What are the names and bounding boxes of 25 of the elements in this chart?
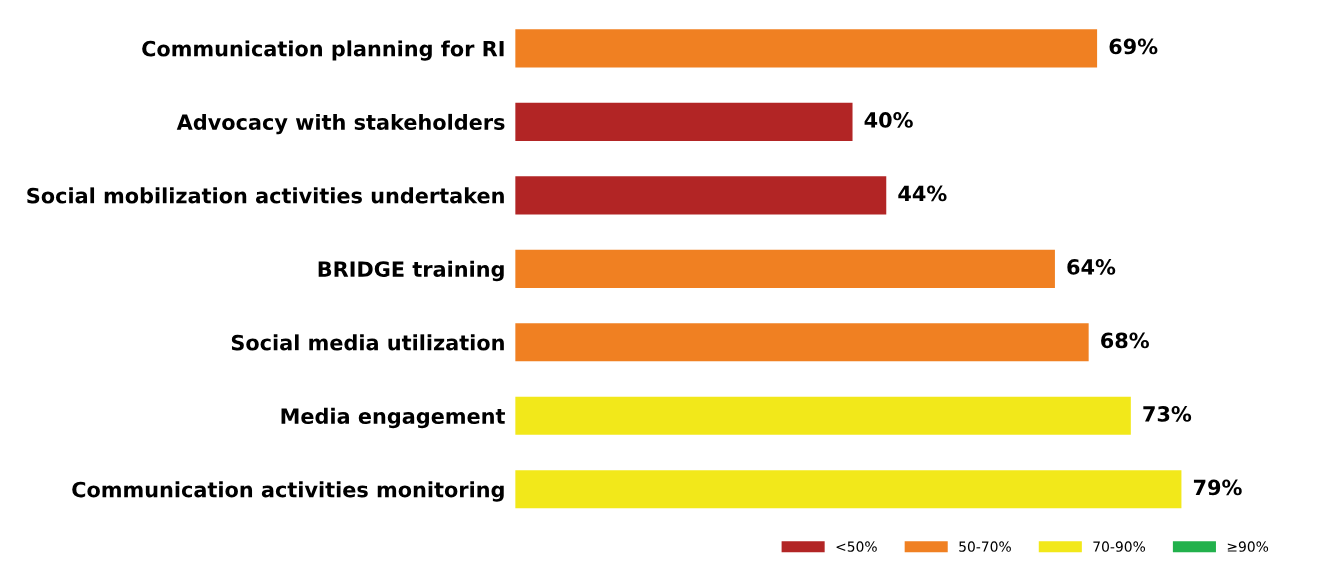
bar	[515, 29, 1098, 68]
legend-label: ≥90%	[1227, 541, 1269, 552]
bar	[515, 176, 887, 215]
data-label: 40%	[864, 112, 913, 128]
bar	[515, 102, 853, 141]
y-tick-label: Social mobilization activities undertaken	[27, 187, 504, 204]
y-tick-label: Communication planning for RI	[142, 40, 504, 61]
y-tick-label: Social media utilization	[231, 334, 504, 351]
data-label: 68%	[1101, 332, 1149, 349]
y-tick-label: Communication activities monitoring	[72, 481, 504, 502]
y-tick-label: BRIDGE training	[318, 260, 504, 282]
y-tick-label: Advocacy with stakeholders	[176, 113, 505, 135]
data-label: 69%	[1109, 38, 1158, 55]
y-tick-label: Media engagement	[281, 407, 505, 429]
data-label: 73%	[1143, 406, 1192, 422]
bar	[515, 396, 1131, 435]
data-label: 64%	[1067, 259, 1116, 275]
legend-label: <50%	[836, 541, 877, 552]
data-label: 79%	[1193, 479, 1242, 496]
bar	[515, 470, 1182, 509]
bar	[515, 323, 1089, 362]
legend-label: 70-90%	[1093, 541, 1146, 552]
bar	[515, 249, 1055, 288]
data-label: 44%	[898, 185, 947, 202]
legend-label: 50-70%	[959, 541, 1011, 552]
